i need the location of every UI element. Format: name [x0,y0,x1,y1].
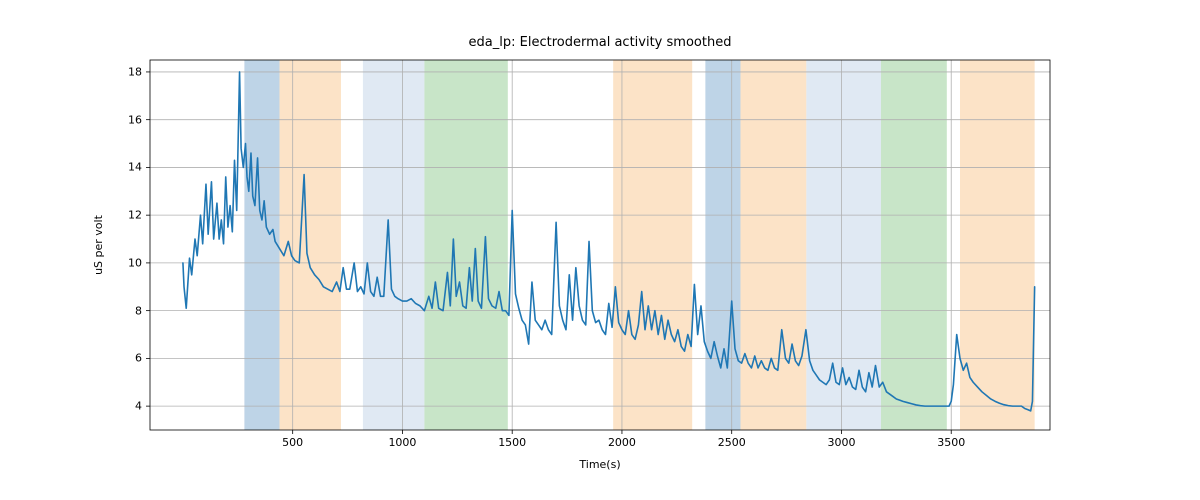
chart-title: eda_lp: Electrodermal activity smoothed [0,35,1200,50]
y-axis-label: uS per volt [92,215,105,275]
chart-band [613,60,692,430]
xtick-label: 500 [282,436,303,449]
chart-band [424,60,507,430]
xtick-label: 3000 [827,436,855,449]
chart-band [960,60,1035,430]
ytick-label: 14 [128,161,142,174]
xtick-label: 1500 [498,436,526,449]
ytick-label: 10 [128,256,142,269]
chart-band [244,60,279,430]
x-axis-label: Time(s) [579,458,620,471]
chart-band [881,60,947,430]
chart-band [740,60,806,430]
ytick-label: 8 [135,304,142,317]
xtick-label: 1000 [388,436,416,449]
ytick-label: 18 [128,65,142,78]
chart-band [363,60,424,430]
chart-band [705,60,740,430]
plot-area [150,60,1050,430]
ytick-label: 4 [135,400,142,413]
xtick-label: 3500 [937,436,965,449]
ytick-label: 12 [128,209,142,222]
xtick-label: 2000 [608,436,636,449]
ytick-label: 6 [135,352,142,365]
figure: eda_lp: Electrodermal activity smoothed … [0,0,1200,500]
ytick-label: 16 [128,113,142,126]
xtick-label: 2500 [718,436,746,449]
